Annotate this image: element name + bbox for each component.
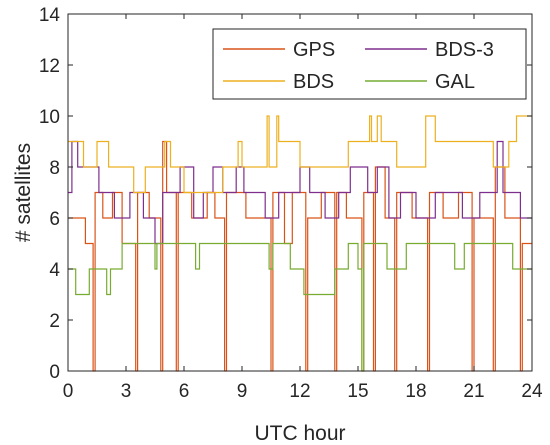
- y-tick-label: 8: [49, 158, 60, 179]
- legend-label-gal: GAL: [435, 71, 475, 93]
- y-tick-label: 4: [49, 260, 60, 281]
- x-tick-label: 9: [237, 381, 248, 402]
- y-tick-label: 6: [49, 209, 60, 230]
- y-axis-ticks: 0 2 4 6 8 10 12 14: [39, 5, 532, 383]
- legend-box: [212, 28, 527, 100]
- x-tick-label: 0: [63, 381, 74, 402]
- x-tick-label: 12: [289, 381, 310, 402]
- legend-label-gps: GPS: [293, 39, 335, 61]
- y-tick-label: 12: [39, 56, 60, 77]
- series-line-bds: [68, 115, 532, 194]
- y-axis-label: # satellites: [12, 143, 35, 242]
- x-tick-label: 3: [121, 381, 132, 402]
- series-line-gal: [68, 242, 532, 372]
- x-tick-label: 15: [347, 381, 368, 402]
- y-tick-label: 10: [39, 107, 60, 128]
- x-tick-label: 6: [179, 381, 190, 402]
- x-axis-ticks: 0 3 6 9 12 15 18 21 24: [63, 14, 543, 402]
- legend-label-bds: BDS: [293, 71, 334, 93]
- series-line-bds-3: [68, 140, 532, 245]
- legend: GPS BDS-3 BDS GAL: [212, 28, 527, 100]
- x-tick-label: 24: [521, 381, 543, 402]
- x-tick-label: 18: [405, 381, 426, 402]
- y-tick-label: 14: [39, 5, 61, 26]
- legend-label-bds-3: BDS-3: [435, 39, 494, 61]
- y-tick-label: 2: [49, 311, 60, 332]
- x-axis-label: UTC hour: [254, 422, 345, 445]
- y-tick-label: 0: [49, 362, 60, 383]
- x-tick-label: 21: [463, 381, 484, 402]
- series-layer: [68, 115, 532, 372]
